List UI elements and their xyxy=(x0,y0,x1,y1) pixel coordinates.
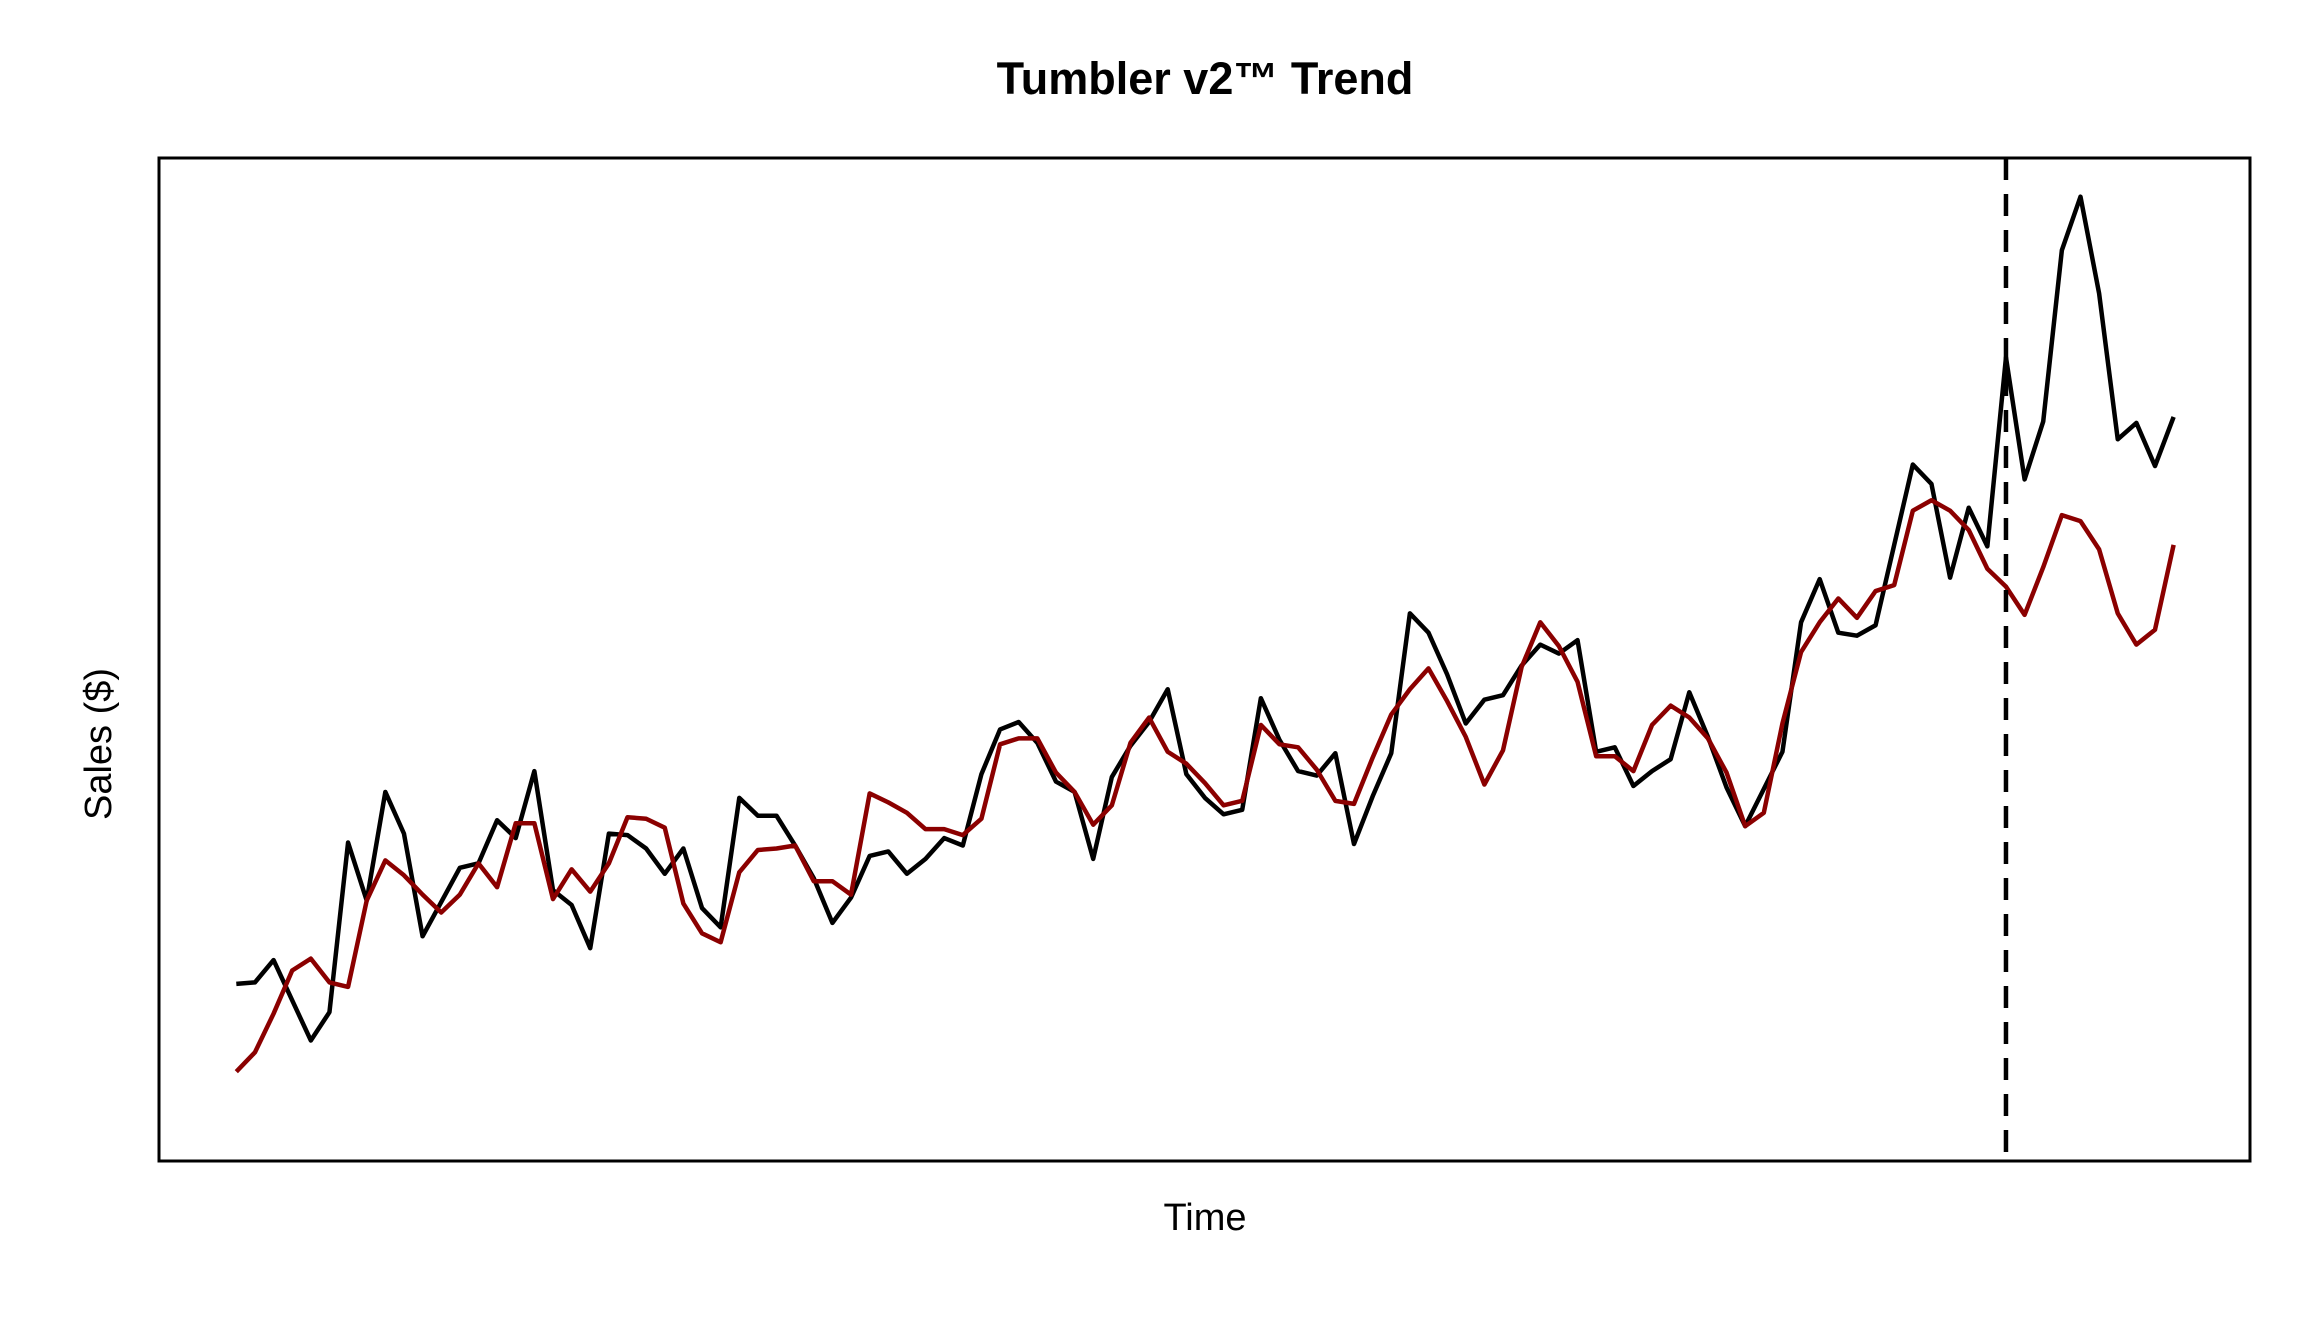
plot-frame xyxy=(157,156,2252,1163)
chart-title: Tumbler v2™ Trend xyxy=(997,53,1414,104)
series-line xyxy=(236,194,2176,1043)
x-axis-label: Time xyxy=(1163,1197,1246,1239)
y-axis-label: Sales ($) xyxy=(78,668,120,820)
series-line xyxy=(234,498,2176,1074)
